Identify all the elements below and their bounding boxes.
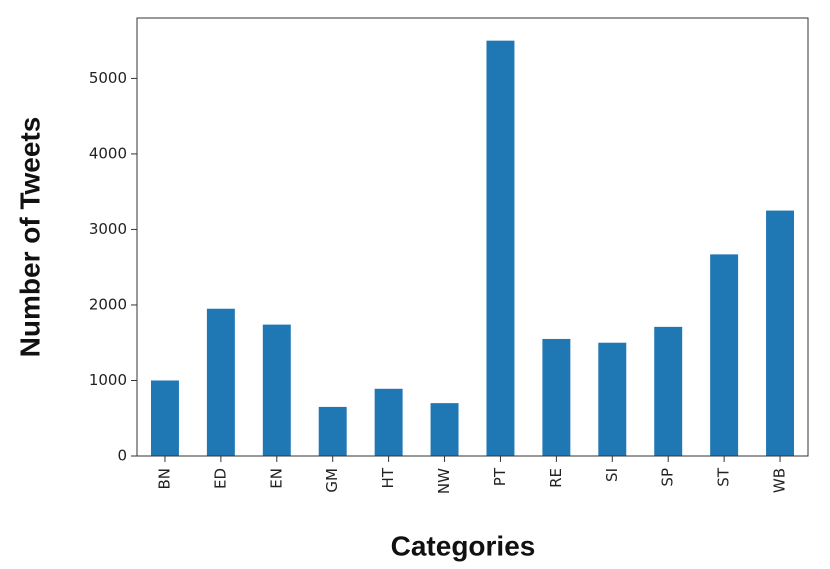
- y-tick-label: 2000: [89, 295, 127, 313]
- x-tick-label: HT: [379, 467, 397, 488]
- bar: [710, 254, 739, 456]
- x-tick-label: ED: [211, 468, 229, 489]
- x-tick-label: GM: [323, 468, 341, 493]
- plot-frame: [136, 17, 809, 457]
- x-tick-label: SI: [603, 468, 621, 482]
- bar: [486, 40, 515, 456]
- bar: [598, 342, 627, 456]
- bar: [542, 338, 571, 456]
- y-tick-label: 5000: [89, 69, 127, 87]
- x-tick-label: ST: [715, 467, 733, 487]
- x-tick-label: EN: [267, 468, 285, 489]
- bar: [374, 388, 403, 456]
- y-tick-label: 4000: [89, 144, 127, 162]
- x-tick-label: RE: [547, 468, 565, 488]
- bar: [766, 210, 795, 456]
- x-tick-label: WB: [771, 468, 789, 493]
- bar: [262, 324, 291, 456]
- y-axis-title: Number of Tweets: [14, 117, 45, 358]
- x-tick-label: NW: [435, 468, 453, 494]
- x-axis-title: Categories: [391, 530, 536, 561]
- y-tick-label: 1000: [89, 371, 127, 389]
- x-tick-label: PT: [491, 467, 509, 486]
- bar: [654, 326, 683, 456]
- x-tick-label: BN: [155, 468, 173, 490]
- bar: [430, 403, 459, 456]
- y-tick-label: 3000: [89, 220, 127, 238]
- y-tick-label: 0: [117, 447, 127, 465]
- bar: [318, 406, 347, 456]
- x-tick-label: SP: [659, 468, 677, 487]
- bar: [150, 380, 179, 456]
- bar: [206, 308, 235, 456]
